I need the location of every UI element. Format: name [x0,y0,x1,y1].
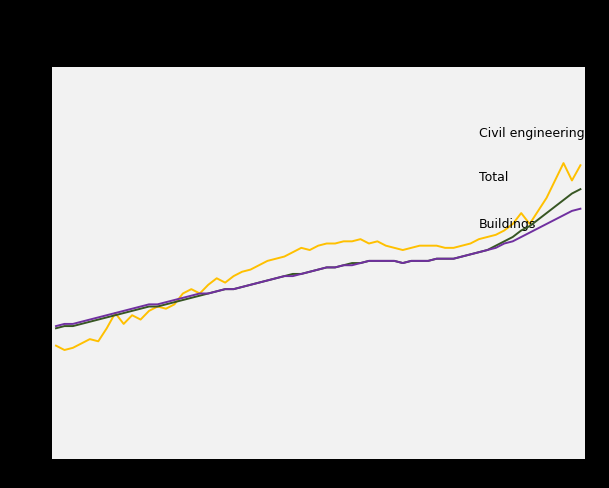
Text: Total: Total [479,170,509,183]
Text: Civil engineering  works: Civil engineering works [479,127,609,140]
Text: Buildings: Buildings [479,218,537,231]
